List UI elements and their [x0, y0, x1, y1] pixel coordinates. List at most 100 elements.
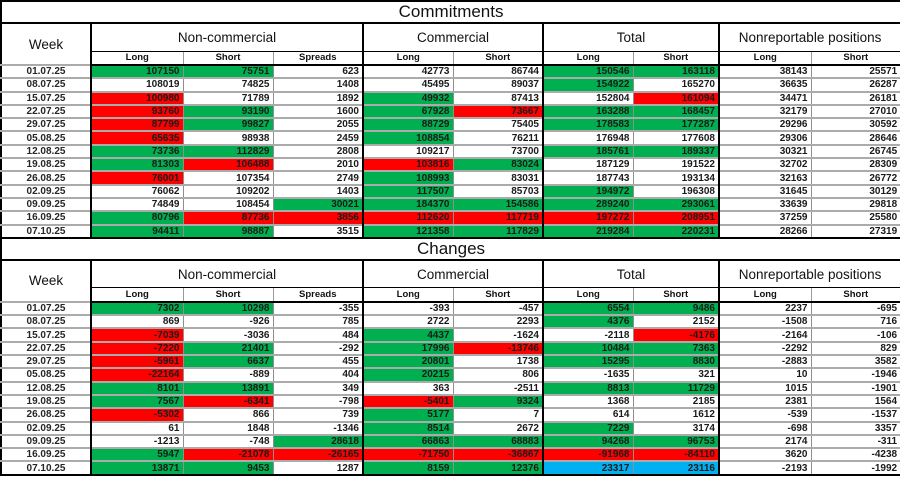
- value-cell: 5947: [90, 447, 183, 462]
- value-cell: 108454: [182, 196, 273, 212]
- table-row: 09.09.25 74849 108454 30021 184370 154586 2892…: [1, 196, 900, 212]
- table-row: 29.07.25 -5961 6637 455 20801 1738 15295 8830 -2…: [1, 354, 900, 369]
- value-cell: 121358: [362, 223, 453, 238]
- value-cell: 103816: [362, 157, 453, 172]
- value-cell: -311: [810, 433, 900, 449]
- value-cell: 1612: [632, 407, 719, 422]
- value-cell: 178583: [542, 117, 633, 132]
- value-cell: 2808: [272, 143, 363, 159]
- value-cell: 75405: [452, 117, 543, 132]
- value-cell: 27319: [810, 223, 900, 238]
- value-cell: 83024: [452, 157, 543, 172]
- week-cell: 19.08.25: [1, 393, 92, 409]
- value-cell: 1368: [542, 393, 633, 409]
- value-cell: -748: [182, 433, 273, 449]
- value-cell: 219284: [542, 223, 633, 238]
- table-row: 12.08.25 8101 13891 349 363 -2511 8813 11729 101…: [1, 380, 900, 395]
- value-cell: 109202: [182, 183, 273, 198]
- value-cell: -2193: [718, 460, 811, 475]
- value-cell: -26165: [272, 447, 363, 462]
- table-row: 07.10.25 94411 98887 3515 121358 117829 219284…: [1, 223, 900, 238]
- value-cell: 21401: [182, 340, 273, 356]
- value-cell: 94268: [542, 433, 633, 449]
- value-cell: 86744: [452, 63, 543, 79]
- value-cell: 2055: [272, 117, 363, 132]
- value-cell: 293061: [632, 196, 719, 212]
- value-cell: 76211: [452, 130, 543, 145]
- week-cell: 09.09.25: [1, 433, 92, 449]
- value-cell: 29296: [718, 117, 811, 132]
- subheader-nc-spreads: Spreads: [272, 50, 363, 66]
- week-cell: 02.09.25: [1, 183, 92, 198]
- value-cell: 11729: [632, 380, 719, 395]
- value-cell: 30592: [810, 117, 900, 132]
- subheader-nc-long: Long: [90, 50, 183, 66]
- value-cell: 81303: [90, 157, 183, 172]
- value-cell: 614: [542, 407, 633, 422]
- value-cell: 87736: [182, 210, 273, 225]
- value-cell: 73667: [452, 103, 543, 119]
- value-cell: 4376: [542, 314, 633, 329]
- week-column-header: Week: [1, 23, 92, 65]
- week-cell: 09.09.25: [1, 196, 92, 212]
- value-cell: 194972: [542, 183, 633, 198]
- value-cell: -2292: [718, 340, 811, 356]
- value-cell: 6637: [182, 354, 273, 369]
- value-cell: 1892: [272, 90, 363, 105]
- value-cell: 220231: [632, 223, 719, 238]
- value-cell: 196308: [632, 183, 719, 198]
- value-cell: 12376: [452, 460, 543, 475]
- group-header-noncommercial: Non-commercial: [90, 259, 363, 288]
- value-cell: -1624: [452, 327, 543, 342]
- value-cell: -5302: [90, 407, 183, 422]
- value-cell: 184370: [362, 196, 453, 212]
- value-cell: 1403: [272, 183, 363, 198]
- value-cell: -91968: [542, 447, 633, 462]
- subheader-t-long: Long: [542, 287, 633, 303]
- group-header-nonreportable: Nonreportable positions: [717, 259, 900, 288]
- value-cell: 193134: [632, 170, 719, 185]
- value-cell: 28618: [272, 433, 363, 449]
- value-cell: 94411: [90, 223, 183, 238]
- value-cell: 3620: [718, 447, 811, 462]
- value-cell: -5401: [362, 393, 453, 409]
- value-cell: 20801: [362, 354, 453, 369]
- value-cell: 42773: [362, 63, 453, 79]
- table-row: 15.07.25 -7039 -3036 484 4437 -1624 -2118 -4176…: [1, 327, 900, 342]
- value-cell: 108854: [362, 130, 453, 145]
- value-cell: 28646: [810, 130, 900, 145]
- value-cell: 5177: [362, 407, 453, 422]
- commitments-subheader-row: Long Short Spreads Long Short Long Short…: [1, 50, 900, 66]
- value-cell: 2185: [632, 393, 719, 409]
- table-row: 19.08.25 7567 -6341 -798 -5401 9324 1368 2185 23…: [1, 393, 900, 409]
- value-cell: 7302: [90, 300, 183, 316]
- subheader-c-short: Short: [452, 50, 543, 66]
- week-cell: 16.09.25: [1, 447, 92, 462]
- table-row: 29.07.25 87799 99827 2055 88729 75405 178583 17…: [1, 117, 900, 132]
- value-cell: 28309: [810, 157, 900, 172]
- value-cell: 36635: [718, 77, 811, 92]
- value-cell: 484: [272, 327, 363, 342]
- value-cell: 2749: [272, 170, 363, 185]
- value-cell: 161094: [632, 90, 719, 105]
- week-cell: 22.07.25: [1, 103, 92, 119]
- value-cell: 85703: [452, 183, 543, 198]
- value-cell: 866: [182, 407, 273, 422]
- table-row: 01.07.25 7302 10298 -355 -393 -457 6554 9486 223…: [1, 300, 900, 316]
- value-cell: 74849: [90, 196, 183, 212]
- table-row: 01.07.25 107150 75751 623 42773 86744 150546 16…: [1, 63, 900, 79]
- subheader-nc-short: Short: [182, 50, 273, 66]
- value-cell: 289240: [542, 196, 633, 212]
- week-cell: 12.08.25: [1, 143, 92, 159]
- value-cell: 8813: [542, 380, 633, 395]
- group-header-nonreportable: Nonreportable positions: [717, 23, 900, 51]
- value-cell: 455: [272, 354, 363, 369]
- table-row: 16.09.25 5947 -21078 -26165 -71750 -36867 -919…: [1, 447, 900, 462]
- value-cell: 806: [452, 367, 543, 382]
- value-cell: 191522: [632, 157, 719, 172]
- value-cell: 10: [718, 367, 811, 382]
- value-cell: 177608: [632, 130, 719, 145]
- value-cell: 23116: [632, 460, 719, 475]
- table-row: 02.09.25 61 1848 -1346 8514 2672 7229 3174 -698 3…: [1, 420, 900, 435]
